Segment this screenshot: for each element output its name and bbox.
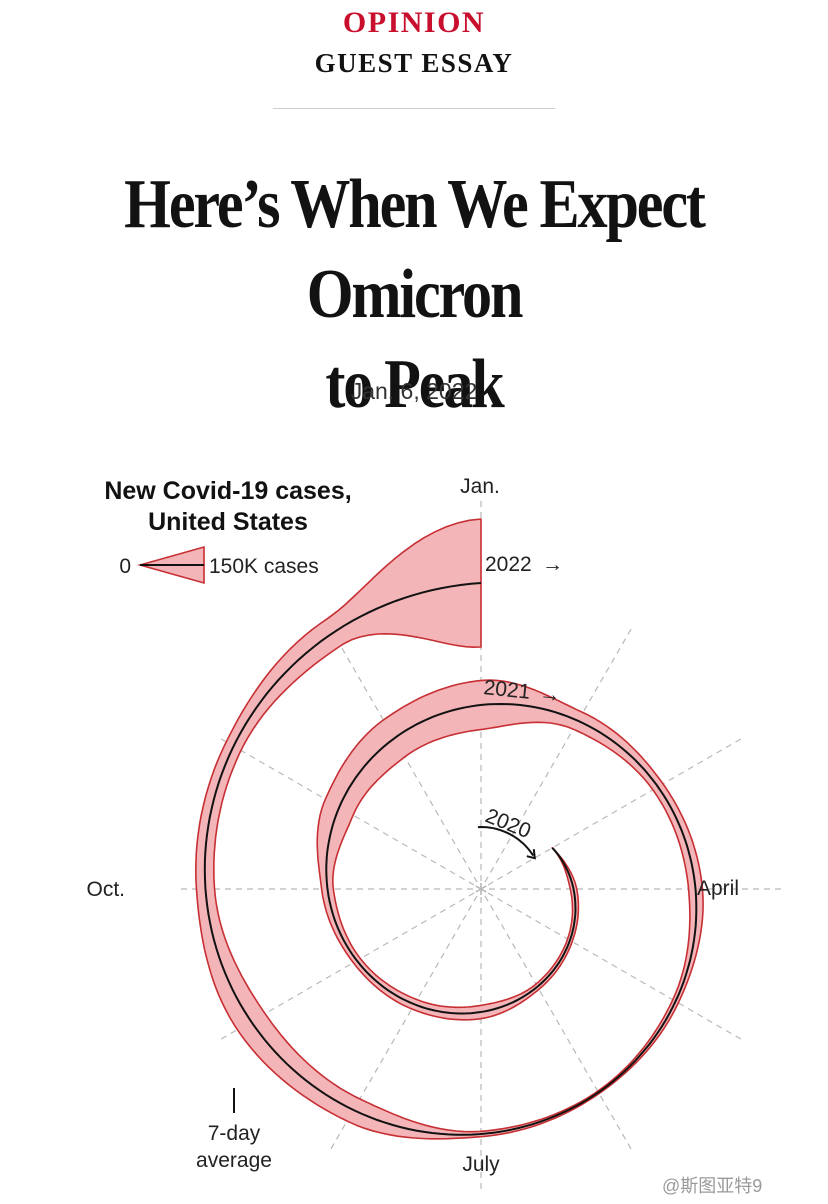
- seven-day-average-line: [203, 582, 698, 1136]
- legend-title-line-2: United States: [148, 508, 308, 536]
- year-label-2021-group: 2021 →: [482, 676, 561, 707]
- header-divider: [273, 108, 555, 109]
- article-type-label: GUEST ESSAY: [314, 48, 514, 78]
- section-kicker[interactable]: OPINION: [342, 6, 486, 39]
- legend-zero-label: 0: [119, 555, 131, 578]
- year-label-2021: 2021: [482, 676, 531, 704]
- line-label-1: 7-day: [208, 1122, 261, 1145]
- month-label-jan: Jan.: [460, 475, 500, 498]
- grid-spoke: [484, 895, 635, 1154]
- year-2020-arrow: [477, 825, 536, 860]
- headline-line-1: Here’s When We Expect Omicron: [124, 166, 706, 333]
- watermark: @斯图亚特9: [662, 1176, 763, 1196]
- headline: Here’s When We Expect Omicron to Peak: [67, 160, 762, 430]
- grid-spoke: [484, 624, 635, 883]
- grid-spoke: [487, 892, 746, 1043]
- cases-band: [195, 518, 704, 1140]
- headline-line-2: to Peak: [325, 346, 504, 423]
- legend-title-line-1: New Covid-19 cases,: [104, 477, 351, 505]
- chart-legend: New Covid-19 cases, United States 0 150K…: [104, 477, 352, 585]
- year-2022-arrow: →: [542, 553, 563, 576]
- month-label-april: April: [697, 877, 739, 900]
- month-label-july: July: [462, 1153, 500, 1176]
- month-label-oct: Oct.: [86, 878, 125, 901]
- center-mark: [475, 885, 487, 893]
- publish-date: Jan. 6, 2022: [350, 378, 478, 404]
- grid-spoke: [487, 735, 746, 886]
- year-2021-arrow: →: [538, 682, 561, 707]
- line-label-2: average: [196, 1149, 272, 1172]
- legend-max-label: 150K cases: [209, 555, 319, 578]
- year-label-2022: 2022: [485, 553, 532, 576]
